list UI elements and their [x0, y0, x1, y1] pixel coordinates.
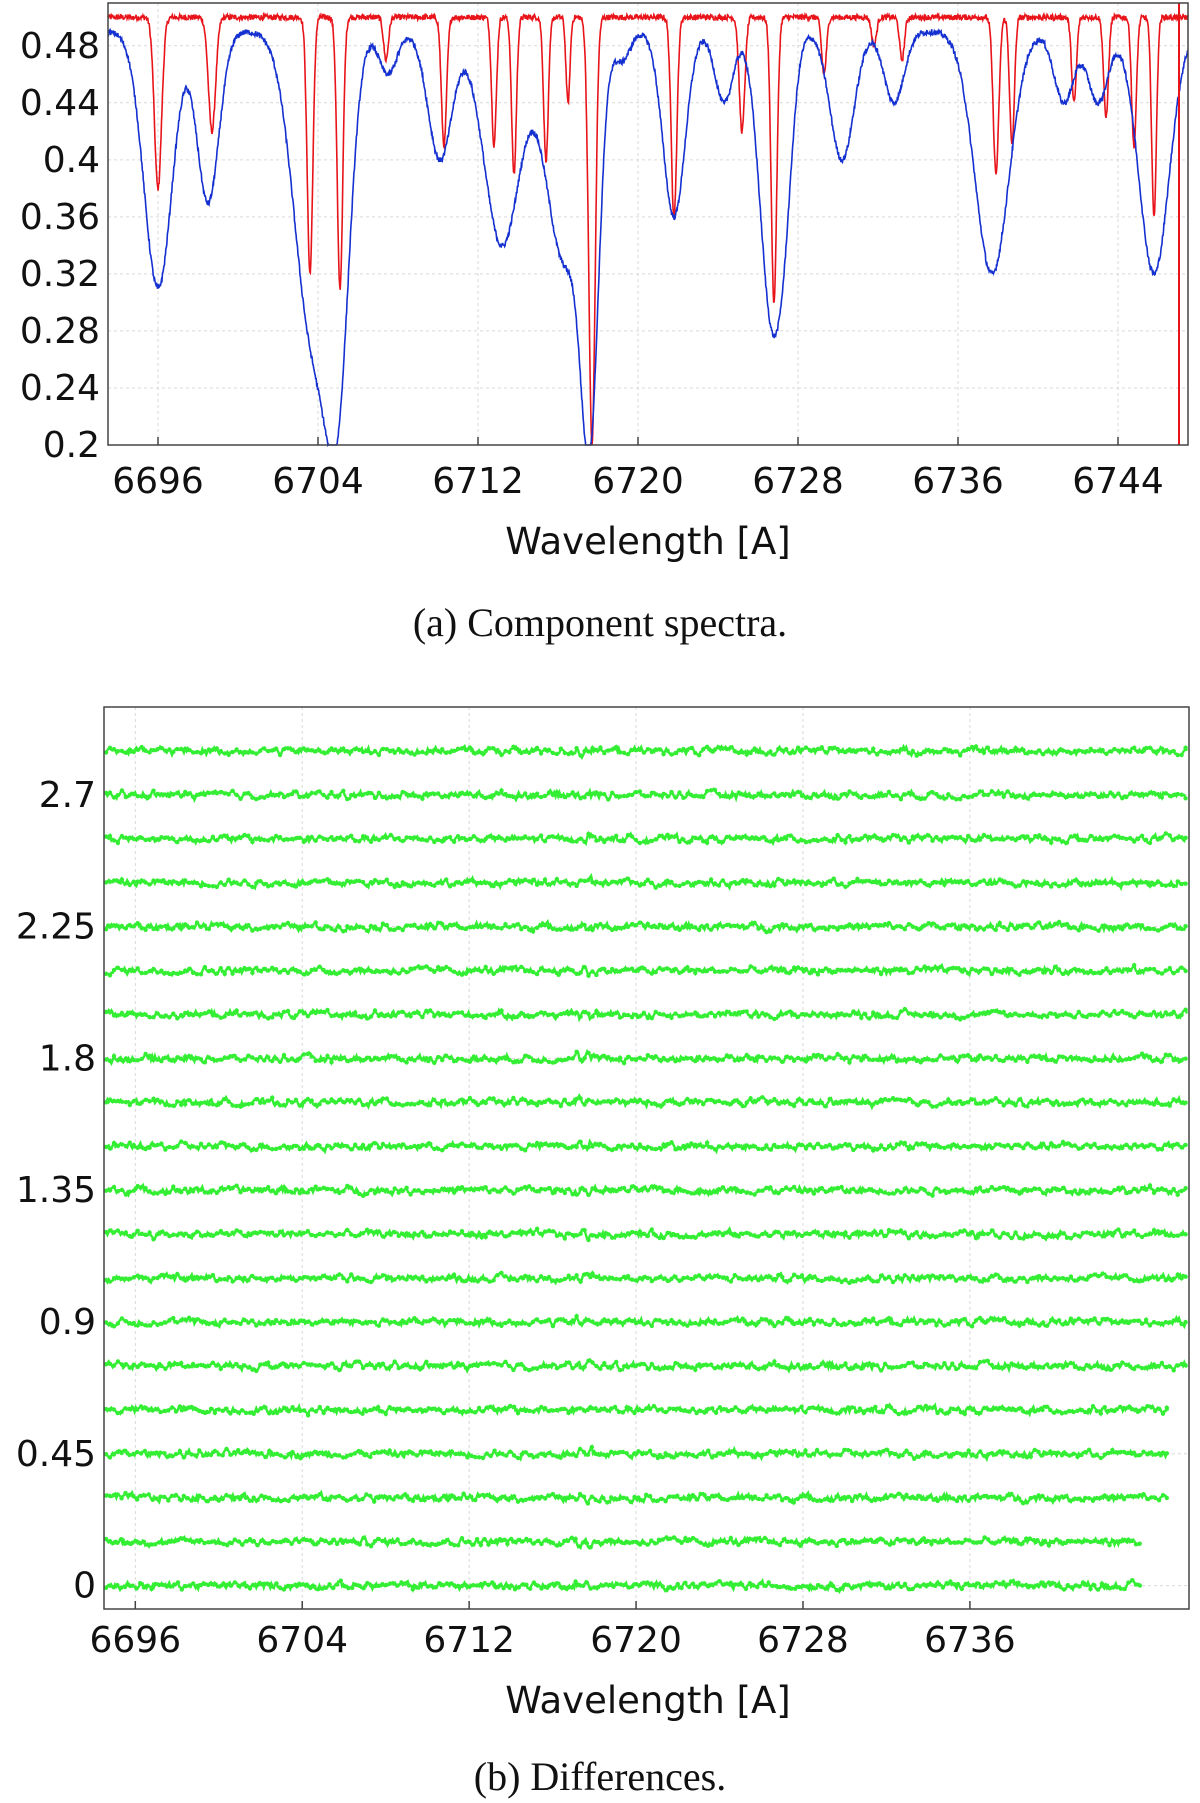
- difference-row: [103, 1269, 1188, 1286]
- difference-row: [103, 1357, 1188, 1374]
- difference-row: [103, 918, 1188, 935]
- difference-series: [103, 743, 1189, 1595]
- difference-row: [103, 1534, 1142, 1551]
- difference-trace: [105, 1269, 1188, 1286]
- difference-trace: [106, 1007, 1189, 1023]
- difference-trace: [105, 1443, 1169, 1463]
- difference-trace: [106, 962, 1188, 979]
- spectrum-red: [107, 11, 1189, 445]
- grid-a: [108, 3, 1188, 446]
- difference-trace: [105, 1534, 1142, 1551]
- difference-row: [103, 1577, 1142, 1595]
- difference-trace: [105, 1048, 1188, 1067]
- y-tick-label: 0.44: [20, 83, 100, 124]
- y-tick-labels-a: 0.48 0.44 0.4 0.36 0.32 0.28 0.24 0.2: [20, 26, 100, 466]
- y-tick-label: 0.28: [20, 311, 100, 352]
- y-tick-label: 0.2: [43, 425, 100, 466]
- x-tick-label: 6704: [272, 461, 364, 502]
- difference-row: [103, 962, 1188, 979]
- difference-row: [103, 1226, 1188, 1243]
- difference-trace: [104, 1092, 1188, 1111]
- difference-row: [103, 1182, 1188, 1199]
- x-tick-label: 6720: [592, 461, 684, 502]
- caption-a: (a) Component spectra.: [413, 600, 787, 645]
- x-tick-label: 6744: [1072, 461, 1164, 502]
- difference-row: [103, 1138, 1188, 1155]
- difference-row: [103, 1402, 1170, 1419]
- x-axis-label-a: Wavelength [A]: [505, 520, 790, 563]
- y-tick-label: 0.48: [20, 26, 100, 67]
- differences-chart: 2.72.251.81.350.90.450 6696 6704 6712 6720 6…: [16, 706, 1190, 1799]
- spectrum-blue: [107, 27, 1189, 448]
- y-tick-label: 0.36: [20, 197, 100, 238]
- difference-row: [103, 1048, 1188, 1067]
- difference-row: [103, 1443, 1170, 1463]
- x-tick-label: 6712: [432, 461, 524, 502]
- difference-row: [103, 1006, 1189, 1023]
- difference-row: [103, 1313, 1188, 1330]
- x-tick-label: 6696: [112, 461, 204, 502]
- y-tick-label: 0.24: [20, 368, 100, 409]
- x-tick-labels-a: 6696 6704 6712 6720 6728 6736 6744: [112, 461, 1164, 502]
- spectra-series: [107, 3, 1189, 448]
- y-tick-label: 0.4: [43, 140, 100, 181]
- plot-frame-a: [107, 2, 1189, 446]
- difference-row: [103, 1489, 1170, 1506]
- difference-trace: [105, 1577, 1142, 1595]
- difference-trace: [105, 1489, 1169, 1506]
- y-tick-label: 0.32: [20, 254, 100, 295]
- difference-trace: [105, 1226, 1188, 1242]
- x-tick-label: 6728: [752, 461, 844, 502]
- difference-row: [103, 1092, 1188, 1111]
- component-spectra-chart: 0.480.440.40.360.320.280.240.2 6696 6704 6…: [20, 2, 1189, 645]
- difference-row: [103, 830, 1188, 847]
- x-tick-label: 6736: [912, 461, 1004, 502]
- difference-trace: [105, 873, 1188, 892]
- difference-row: [103, 873, 1188, 892]
